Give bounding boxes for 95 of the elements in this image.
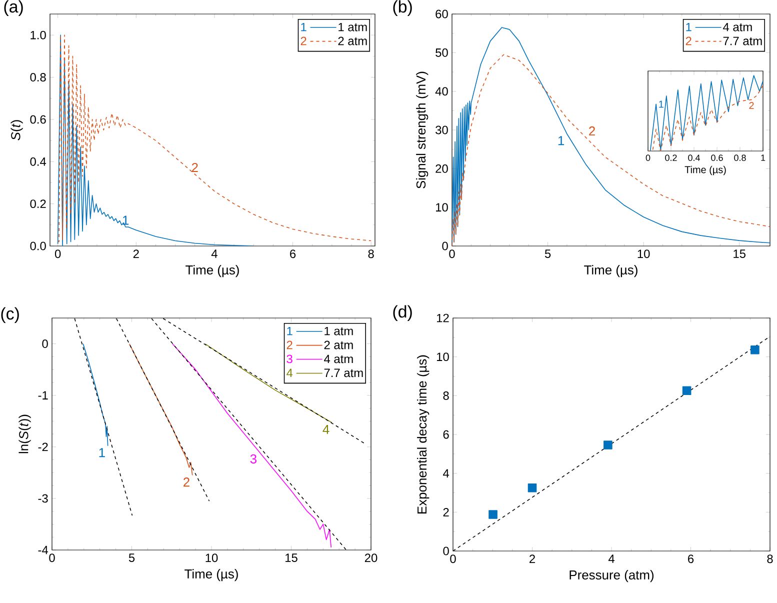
point (750, 345, 760, 354)
x-tick-label: 6 (290, 250, 296, 258)
annotation: 1 (99, 448, 105, 458)
text: 2 (686, 36, 692, 46)
legend-label: 4 atm (324, 354, 353, 364)
y-tick-label: 12 (436, 314, 449, 322)
x-tick-label: 5 (128, 554, 135, 562)
x-tick-label: 4 (608, 554, 614, 563)
x-tick-label: 0.8 (734, 154, 746, 161)
x-tick-label: 0 (450, 554, 456, 564)
y-axis-title: Exponential decay time (µs) (417, 355, 430, 514)
text: 2 (300, 36, 306, 46)
point (604, 440, 612, 450)
y-tick-label: 10 (436, 203, 448, 212)
text: 4 (286, 368, 293, 378)
annotation: 2 (184, 478, 190, 487)
x-axis-title: Time (µs) (184, 569, 238, 582)
y-tick-label: 0.2 (30, 200, 46, 208)
y-tick-label: 2 (443, 508, 449, 516)
legend-label: 7.7 atm (723, 36, 762, 46)
text: 1 (301, 22, 306, 32)
y-tick-label: 8 (443, 391, 449, 400)
annotation: 2 (749, 102, 754, 109)
y-tick-label: 30 (436, 126, 448, 134)
chart-title: (a) (4, 0, 23, 16)
x-tick-label: 4 (211, 250, 218, 258)
line-series (82, 343, 108, 446)
x-axis-title: Pressure (atm) (570, 570, 654, 582)
x-tick-label: 0.2 (665, 154, 677, 161)
y-axis-title: ln(S(t)) (18, 414, 31, 454)
x-tick-label: 2 (530, 554, 535, 563)
x-tick-label: 8 (368, 250, 374, 258)
y-tick-label: 6 (443, 430, 449, 439)
y-axis-title: S(t) (10, 120, 23, 140)
annotation: 1 (659, 100, 664, 108)
text: 2 (286, 340, 292, 350)
legend-label: 2 atm (324, 340, 353, 350)
x-axis-title: Time (µs) (584, 265, 638, 278)
x-tick-label: 1 (761, 154, 766, 161)
text: 1 (287, 326, 292, 336)
y-tick-label: 0 (443, 546, 449, 556)
x-tick-label: 15 (286, 554, 298, 562)
y-tick-label: 0 (42, 340, 48, 348)
legend-label: 2 atm (338, 36, 367, 46)
point (528, 483, 537, 492)
annotation: 2 (192, 162, 198, 172)
x-tick-label: 0 (449, 250, 455, 258)
legend-label: 7.7 atm (324, 368, 363, 378)
y-axis-title: Signal strength (mV) (416, 72, 428, 188)
y-tick-label: -2 (38, 442, 48, 452)
x-tick-label: 10 (638, 250, 650, 258)
x-tick-label: 0.6 (711, 154, 723, 161)
y-tick-label: 0.8 (30, 73, 46, 82)
chart-title: (b) (393, 0, 412, 16)
legend-label: 4 atm (723, 22, 752, 32)
y-tick-label: 10 (436, 352, 449, 362)
x-tick-label: 20 (364, 554, 378, 562)
y-tick-label: -3 (38, 494, 48, 503)
x-axis-title: Time (µs) (186, 265, 239, 278)
y-tick-label: 1.0 (30, 30, 46, 40)
x-tick-label: 2 (133, 250, 139, 258)
y-tick-label: -1 (38, 391, 48, 400)
y-tick-label: 20 (436, 164, 448, 173)
y-tick-label: 0.6 (30, 115, 46, 124)
annotation: 2 (589, 126, 595, 136)
x-tick-label: 0.4 (688, 154, 700, 161)
x-axis-title: Time (µs) (684, 166, 726, 176)
point (488, 510, 498, 519)
annotation: 1 (558, 136, 564, 146)
x-tick-label: 6 (688, 554, 694, 564)
x-tick-label: 0 (54, 250, 61, 258)
y-tick-label: -4 (38, 546, 48, 554)
x-tick-label: 15 (734, 250, 746, 258)
y-tick-label: 60 (436, 10, 448, 18)
y-tick-label: 4 (443, 469, 450, 478)
x-tick-label: 0 (49, 554, 55, 562)
legend-label: 1 atm (324, 326, 353, 336)
line-series (57, 34, 372, 242)
text: 1 (686, 22, 692, 32)
chart-title: (c) (1, 307, 19, 323)
y-tick-label: 50 (436, 48, 448, 57)
x-tick-label: 8 (767, 554, 773, 564)
x-tick-label: 10 (206, 554, 218, 562)
annotation: 3 (250, 454, 256, 464)
y-tick-label: 0 (442, 242, 448, 250)
y-tick-label: 0.0 (30, 242, 46, 250)
point (682, 386, 692, 396)
y-tick-label: 40 (435, 87, 448, 96)
chart-title: (d) (393, 305, 412, 321)
annotation: 1 (122, 216, 129, 225)
text: 3 (286, 354, 292, 364)
annotation: 4 (322, 424, 330, 434)
x-tick-label: 0 (646, 154, 650, 161)
legend-label: 1 atm (338, 22, 367, 32)
x-tick-label: 5 (544, 250, 551, 258)
